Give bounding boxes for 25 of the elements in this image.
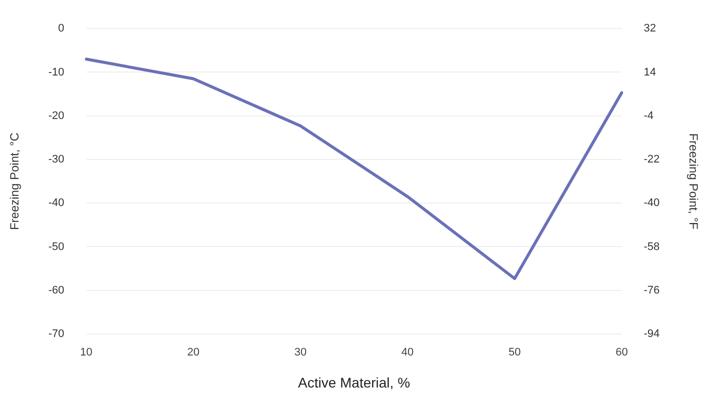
y-tick-label: -70 — [48, 328, 64, 340]
y2-tick-label: -40 — [644, 197, 660, 210]
y2-tick-label: -22 — [644, 154, 660, 166]
x-tick-label: 50 — [508, 346, 521, 359]
x-tick-label: 40 — [401, 346, 414, 359]
y-tick-label: -20 — [48, 110, 64, 122]
y2-tick-label: -4 — [644, 110, 654, 122]
x-tick-label: 60 — [616, 346, 628, 359]
x-tick-label: 10 — [80, 346, 92, 359]
y-tick-label: -50 — [48, 240, 64, 253]
x-tick-label: 20 — [187, 346, 200, 359]
y-tick-label: 0 — [58, 22, 64, 35]
y2-tick-label: -76 — [644, 284, 660, 296]
y2-tick-label: 32 — [644, 22, 656, 35]
x-tick-label: 30 — [294, 346, 307, 359]
y2-tick-label: -94 — [644, 328, 660, 340]
x-axis-title: Active Material, % — [298, 374, 410, 390]
y-tick-label: -40 — [48, 197, 64, 210]
y-tick-label: -60 — [48, 284, 64, 296]
y-tick-label: -10 — [48, 66, 64, 78]
y-tick-label: -30 — [48, 154, 64, 166]
y2-axis-title: Freezing Point, °F — [686, 133, 700, 230]
y2-tick-label: 14 — [644, 66, 656, 78]
y-axis-title: Freezing Point, °C — [8, 132, 22, 230]
y2-tick-label: -58 — [644, 240, 660, 253]
